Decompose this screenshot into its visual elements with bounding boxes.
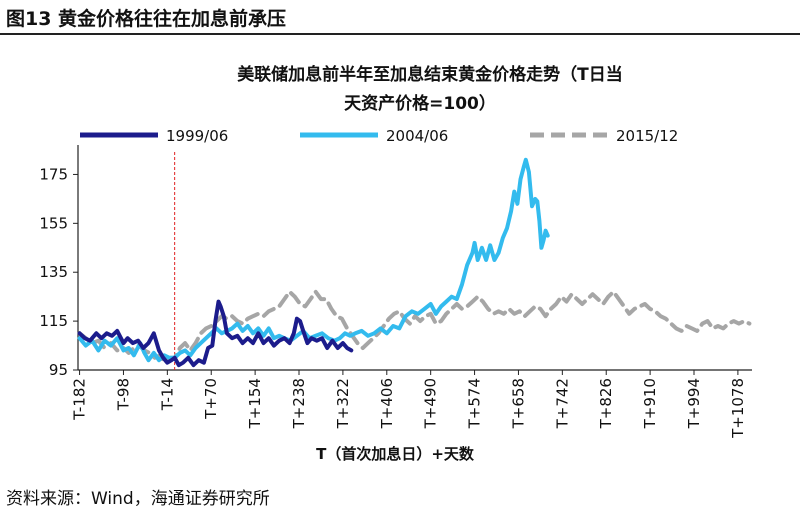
gold-price-chart: 1999/06 2004/06 2015/12 95 115 135 155 175 T-182… (39, 127, 752, 463)
x-tick-label-6: T+322 (334, 378, 352, 429)
y-tick-label-0: 95 (49, 361, 68, 379)
figure-title: 图13 黄金价格往往在加息前承压 (6, 8, 287, 30)
x-tick-label-13: T+910 (641, 378, 659, 429)
x-tick-label-0: T-182 (71, 378, 89, 421)
y-tick-label-1: 115 (39, 312, 68, 330)
x-axis-title: T（首次加息日）+天数 (316, 445, 475, 463)
y-tick-label-2: 135 (39, 263, 68, 281)
x-tick-label-5: T+238 (290, 378, 308, 429)
x-tick-label-11: T+742 (553, 378, 571, 429)
x-tick-label-8: T+490 (422, 378, 440, 429)
x-tick-label-1: T-98 (114, 378, 132, 411)
series-line-1999-06 (77, 299, 354, 368)
x-tick-label-12: T+826 (597, 378, 615, 429)
series-line-2015-12 (77, 289, 752, 365)
chart-title-line1: 美联储加息前半年至加息结束黄金价格走势（T日当 (237, 65, 623, 85)
x-tick-label-3: T+70 (202, 378, 220, 420)
legend-label-0: 1999/06 (166, 127, 228, 145)
x-tick-label-2: T-14 (158, 378, 176, 411)
x-tick-label-14: T+994 (685, 378, 703, 429)
x-tick-label-4: T+154 (246, 378, 264, 429)
y-tick-label-4: 175 (39, 165, 68, 183)
legend-label-2: 2015/12 (616, 127, 678, 145)
source-note: 资料来源：Wind，海通证券研究所 (6, 489, 270, 509)
x-tick-label-7: T+406 (378, 378, 396, 429)
y-tick-label-3: 155 (39, 214, 68, 232)
x-tick-label-10: T+658 (509, 378, 527, 429)
series-line-2004-06 (77, 157, 550, 363)
chart-title-line2: 天资产价格=100） (344, 94, 496, 114)
legend-label-1: 2004/06 (386, 127, 448, 145)
x-tick-label-15: T+1078 (729, 378, 747, 439)
x-tick-label-9: T+574 (466, 378, 484, 429)
title-divider (0, 33, 800, 35)
